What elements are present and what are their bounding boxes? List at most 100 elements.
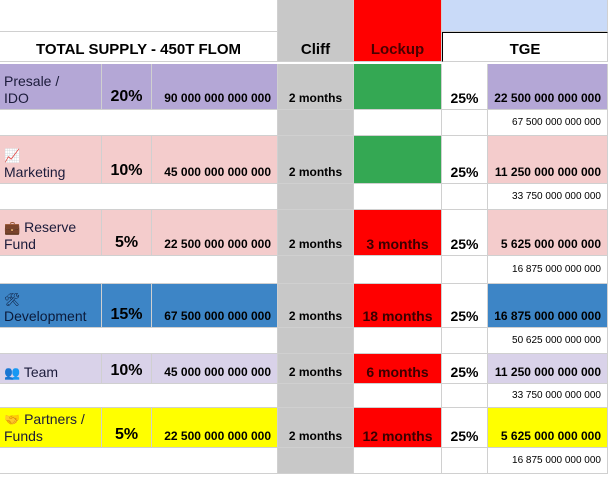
- tge-header-band: [442, 0, 608, 32]
- row-remaining-value: 33 750 000 000 000: [512, 390, 601, 401]
- row-lockup[interactable]: [354, 64, 442, 110]
- row-tge-percent[interactable]: 25%: [442, 354, 488, 384]
- row-amount-value: 22 500 000 000 000: [164, 237, 271, 251]
- row-lockup-value: 3 months: [366, 236, 429, 252]
- total-supply-header[interactable]: TOTAL SUPPLY - 450T FLOM: [0, 32, 278, 62]
- row-remaining[interactable]: 16 875 000 000 000: [488, 256, 608, 284]
- row-percent[interactable]: 5%: [102, 408, 152, 448]
- lockup-label: Lockup: [370, 41, 425, 58]
- subrow-cliff-blank: [278, 384, 354, 408]
- row-tge-percent[interactable]: 25%: [442, 136, 488, 184]
- row-name-line2: Development: [4, 308, 97, 325]
- row-amount-value: 67 500 000 000 000: [164, 309, 271, 323]
- row-amount-value: 45 000 000 000 000: [164, 165, 271, 179]
- row-tge-amount[interactable]: 11 250 000 000 000: [488, 136, 608, 184]
- row-tge-amount-value: 16 875 000 000 000: [494, 309, 601, 323]
- row-amount[interactable]: 22 500 000 000 000: [152, 210, 278, 256]
- row-cliff[interactable]: 2 months: [278, 284, 354, 328]
- total-supply-label: TOTAL SUPPLY - 450T FLOM: [35, 41, 242, 58]
- row-amount[interactable]: 45 000 000 000 000: [152, 136, 278, 184]
- row-remaining[interactable]: 50 625 000 000 000: [488, 328, 608, 354]
- row-tge-percent-value: 25%: [450, 90, 479, 106]
- row-tge-amount-value: 5 625 000 000 000: [500, 429, 601, 443]
- row-amount-value: 22 500 000 000 000: [164, 429, 271, 443]
- row-remaining[interactable]: 67 500 000 000 000: [488, 110, 608, 136]
- row-lockup-value: 12 months: [362, 428, 433, 444]
- row-remaining[interactable]: 33 750 000 000 000: [488, 384, 608, 408]
- row-lockup[interactable]: [354, 136, 442, 184]
- row-amount[interactable]: 67 500 000 000 000: [152, 284, 278, 328]
- row-tge-amount[interactable]: 5 625 000 000 000: [488, 210, 608, 256]
- row-cliff[interactable]: 2 months: [278, 64, 354, 110]
- row-cliff-value: 2 months: [288, 165, 343, 179]
- row-name-reserve[interactable]: 💼 Reserve Fund: [0, 210, 102, 256]
- tge-header[interactable]: TGE: [442, 32, 608, 62]
- row-tge-amount-value: 11 250 000 000 000: [494, 365, 601, 379]
- row-name-line1: 💼 Reserve: [4, 219, 97, 236]
- row-amount[interactable]: 90 000 000 000 000: [152, 64, 278, 110]
- row-cliff[interactable]: 2 months: [278, 354, 354, 384]
- row-lockup[interactable]: 3 months: [354, 210, 442, 256]
- row-name-marketing[interactable]: 📈 Marketing: [0, 136, 102, 184]
- subrow-tge-blank: [442, 184, 488, 210]
- row-name-line2: Fund: [4, 236, 97, 253]
- row-cliff-value: 2 months: [288, 309, 343, 323]
- subrow-cliff-blank: [278, 184, 354, 210]
- subrow-lockup-blank: [354, 448, 442, 474]
- row-cliff-value: 2 months: [288, 91, 343, 105]
- subrow-lockup-blank: [354, 110, 442, 136]
- row-percent-value: 10%: [110, 162, 143, 179]
- row-tge-amount[interactable]: 22 500 000 000 000: [488, 64, 608, 110]
- row-lockup[interactable]: 12 months: [354, 408, 442, 448]
- row-percent-value: 10%: [110, 362, 143, 379]
- row-percent-value: 5%: [114, 426, 139, 443]
- row-remaining-value: 33 750 000 000 000: [512, 191, 601, 202]
- row-percent[interactable]: 5%: [102, 210, 152, 256]
- row-tge-percent[interactable]: 25%: [442, 284, 488, 328]
- row-tge-percent[interactable]: 25%: [442, 64, 488, 110]
- row-remaining[interactable]: 33 750 000 000 000: [488, 184, 608, 210]
- cliff-label: Cliff: [300, 41, 331, 58]
- row-remaining[interactable]: 16 875 000 000 000: [488, 448, 608, 474]
- row-tge-percent-value: 25%: [450, 308, 479, 324]
- row-tge-amount[interactable]: 11 250 000 000 000: [488, 354, 608, 384]
- tge-label: TGE: [509, 41, 541, 58]
- row-amount-value: 45 000 000 000 000: [164, 365, 271, 379]
- row-name-partners[interactable]: 🤝 Partners / Funds: [0, 408, 102, 448]
- row-tge-amount[interactable]: 5 625 000 000 000: [488, 408, 608, 448]
- row-tge-amount[interactable]: 16 875 000 000 000: [488, 284, 608, 328]
- row-amount[interactable]: 45 000 000 000 000: [152, 354, 278, 384]
- subrow-blank: [0, 328, 278, 354]
- row-name-line1: 🛠: [4, 291, 97, 308]
- subrow-tge-blank: [442, 384, 488, 408]
- row-tge-percent[interactable]: 25%: [442, 408, 488, 448]
- row-tge-amount-value: 11 250 000 000 000: [494, 165, 601, 179]
- row-tge-percent[interactable]: 25%: [442, 210, 488, 256]
- row-lockup[interactable]: 18 months: [354, 284, 442, 328]
- row-amount[interactable]: 22 500 000 000 000: [152, 408, 278, 448]
- lockup-header[interactable]: Lockup: [354, 0, 442, 62]
- row-lockup[interactable]: 6 months: [354, 354, 442, 384]
- row-remaining-value: 16 875 000 000 000: [512, 455, 601, 466]
- row-percent[interactable]: 10%: [102, 136, 152, 184]
- row-cliff[interactable]: 2 months: [278, 136, 354, 184]
- row-cliff[interactable]: 2 months: [278, 210, 354, 256]
- row-name-text2: Development: [4, 308, 87, 324]
- cliff-header[interactable]: Cliff: [278, 0, 354, 62]
- subrow-tge-blank: [442, 328, 488, 354]
- row-name-development[interactable]: 🛠 Development: [0, 284, 102, 328]
- row-name-team[interactable]: 👥 Team: [0, 354, 102, 384]
- row-tge-percent-value: 25%: [450, 164, 479, 180]
- row-name-text1: Partners /: [24, 411, 85, 427]
- row-percent[interactable]: 10%: [102, 354, 152, 384]
- subrow-blank: [0, 256, 278, 284]
- subrow-cliff-blank: [278, 328, 354, 354]
- row-name-line2: Funds: [4, 428, 97, 445]
- row-tge-percent-value: 25%: [450, 236, 479, 252]
- row-percent[interactable]: 15%: [102, 284, 152, 328]
- subrow-tge-blank: [442, 256, 488, 284]
- row-name-presale[interactable]: Presale / IDO: [0, 64, 102, 110]
- row-cliff[interactable]: 2 months: [278, 408, 354, 448]
- row-percent[interactable]: 20%: [102, 64, 152, 110]
- row-tge-percent-value: 25%: [450, 428, 479, 444]
